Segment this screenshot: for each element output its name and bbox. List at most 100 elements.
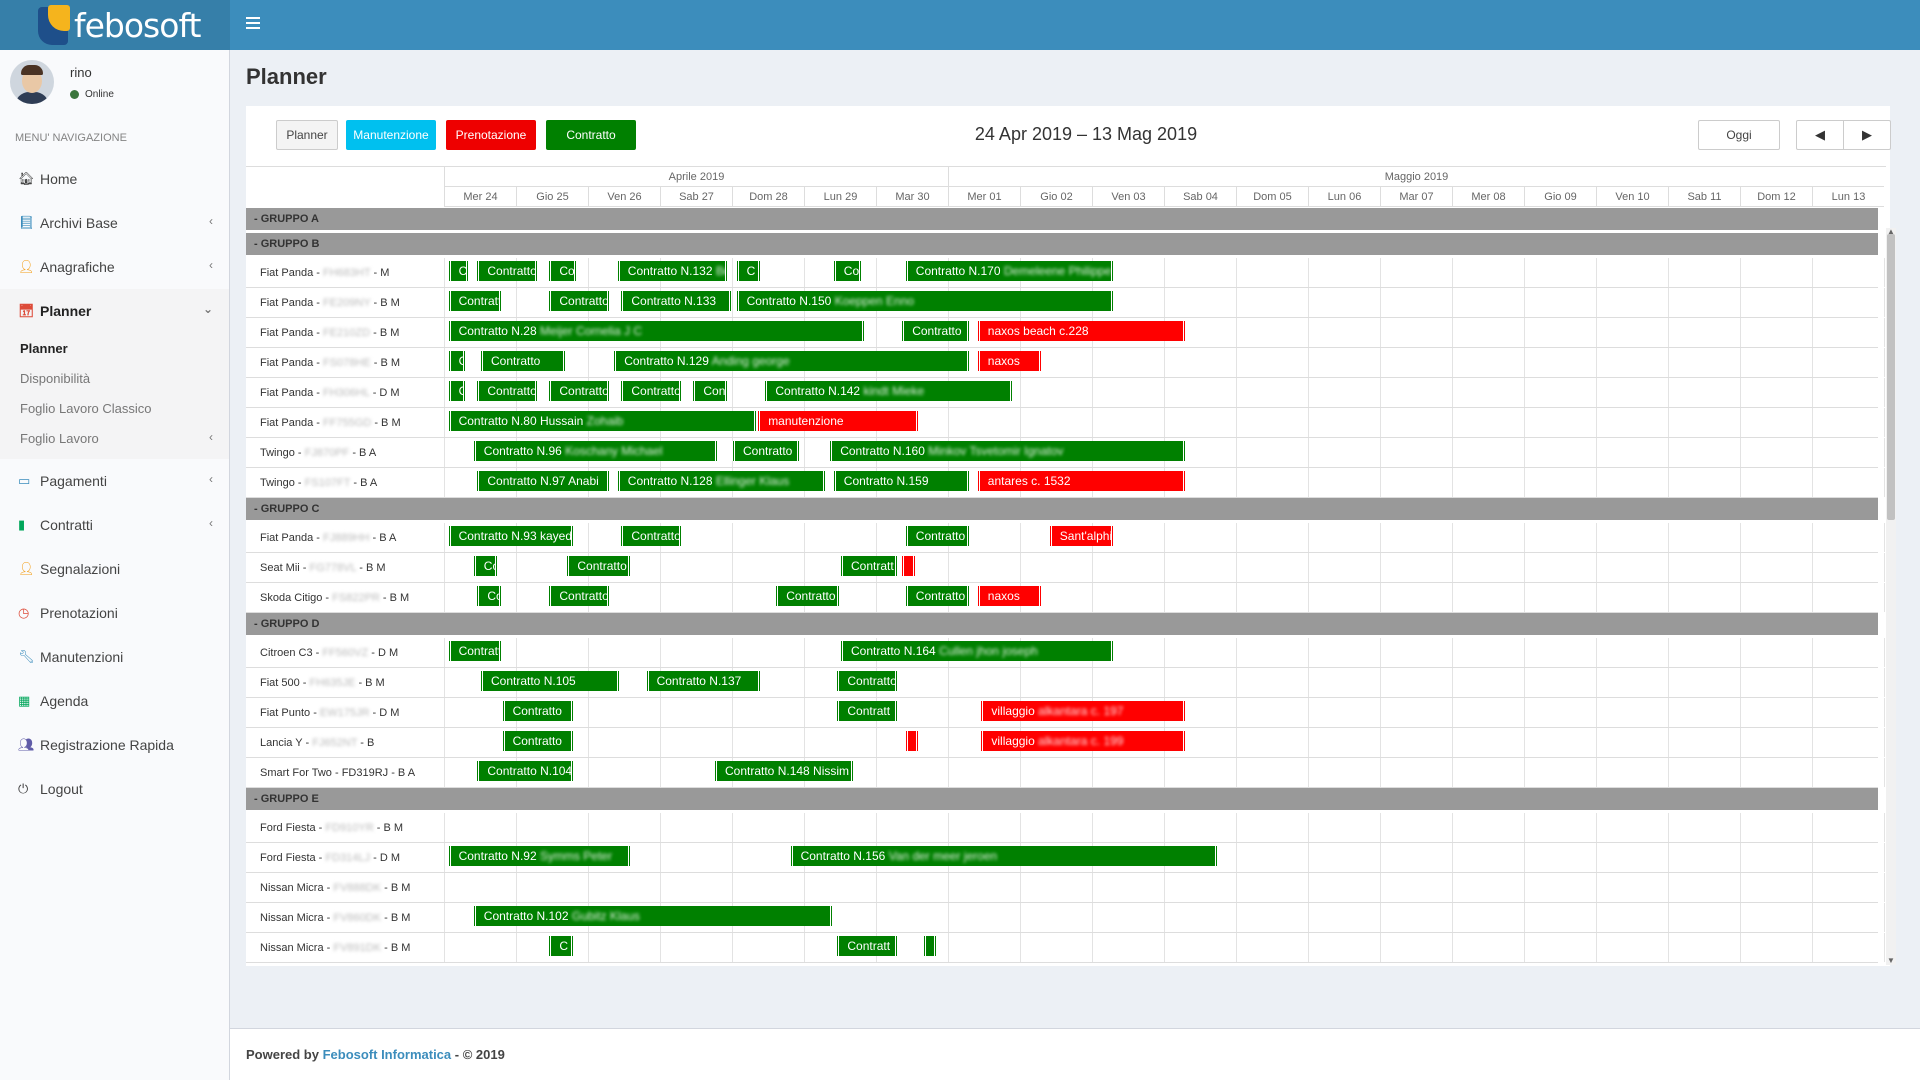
sidebar-item-agenda[interactable]: ▦ Agenda xyxy=(0,679,229,723)
contratto-event[interactable]: Co xyxy=(472,556,498,576)
prenotazione-event[interactable] xyxy=(904,731,920,751)
contratto-event[interactable]: C xyxy=(447,351,466,371)
prenotazione-event[interactable]: naxos xyxy=(976,351,1042,371)
contratto-event[interactable]: Contratto N.132 Berry xyxy=(616,261,729,281)
manutenzione-filter-button[interactable]: Manutenzione xyxy=(346,120,436,150)
group-header-row[interactable]: - GRUPPO C xyxy=(246,498,1878,520)
chevron-left-icon[interactable]: ‹ xyxy=(209,472,213,486)
contratto-event[interactable]: Contratto N.170 Demeleene Philippe xyxy=(904,261,1114,281)
contratto-event[interactable]: Contratto N.128 Ellinger Klaus xyxy=(616,471,826,491)
vertical-scrollbar[interactable]: ▲ ▼ xyxy=(1886,228,1896,965)
contratto-event[interactable]: Contratto N.159 xyxy=(832,471,970,491)
contratto-event[interactable]: Co xyxy=(476,586,502,606)
contratto-event[interactable]: Contratto xyxy=(620,526,682,546)
prenotazione-event[interactable]: naxos beach c.228 xyxy=(976,321,1186,341)
group-header-row[interactable]: - GRUPPO B xyxy=(246,233,1878,255)
contratto-event[interactable]: Contratto N.150 Koeppen Enno xyxy=(735,291,1114,311)
group-header-row[interactable]: - GRUPPO E xyxy=(246,788,1878,810)
sidebar-item-prenotazioni[interactable]: ◷ Prenotazioni xyxy=(0,591,229,635)
sidebar-item-pagamenti[interactable]: ▭ Pagamenti ‹ xyxy=(0,459,229,503)
contratto-event[interactable]: Contratto xyxy=(480,351,567,371)
chevron-left-icon[interactable]: ‹ xyxy=(209,516,213,530)
contratto-event[interactable]: Contratt xyxy=(840,556,898,576)
planner-view-button[interactable]: Planner xyxy=(276,120,338,150)
contratto-event[interactable]: Contratto xyxy=(620,381,682,401)
sidebar-item-archivi-base[interactable]: 📘︎ Archivi Base ‹ xyxy=(0,201,229,245)
contratto-event[interactable]: Contratto xyxy=(548,291,610,311)
prenotazione-event[interactable]: manutenzione xyxy=(757,411,920,431)
sidebar-item-home[interactable]: 🏠︎ Home xyxy=(0,157,229,201)
contratto-event[interactable]: C xyxy=(548,936,574,956)
submenu-item[interactable]: Foglio Lavoro ‹ xyxy=(0,423,229,453)
next-period-button[interactable]: ▶ xyxy=(1843,120,1891,150)
sidebar-item-registrazione-rapida[interactable]: 👥︎ Registrazione Rapida xyxy=(0,723,229,767)
chevron-left-icon[interactable]: ‹ xyxy=(209,214,213,228)
contratto-event[interactable]: Contratto xyxy=(548,381,610,401)
prenotazione-event[interactable] xyxy=(901,556,916,576)
contratto-event[interactable]: Contratto N.80 Hussain Zohaib xyxy=(447,411,758,431)
contratto-event[interactable]: Contratt xyxy=(836,701,898,721)
contratto-event[interactable]: Contratto xyxy=(732,441,801,461)
contratto-event[interactable]: Contratto xyxy=(501,731,574,751)
contratto-event[interactable]: Contratto N.28 Meijer Cornelia J C xyxy=(447,321,866,341)
chevron-left-icon[interactable]: ‹ xyxy=(209,430,213,444)
contratto-event[interactable]: C xyxy=(735,261,761,281)
contratto-event[interactable]: C xyxy=(447,381,466,401)
contratto-event[interactable]: Contratto N.133 xyxy=(620,291,732,311)
today-button[interactable]: Oggi xyxy=(1698,120,1780,150)
sidebar-item-segnalazioni[interactable]: 👤︎ Segnalazioni xyxy=(0,547,229,591)
contratto-event[interactable]: Contratto N.102 Gubitz Klaus xyxy=(472,906,833,926)
contratto-event[interactable]: Contratt xyxy=(836,936,898,956)
contratto-event[interactable]: Contratto N.148 Nissim xyxy=(714,761,855,781)
contratto-event[interactable]: Contratt xyxy=(447,641,502,661)
contratto-event[interactable]: Co xyxy=(548,261,578,281)
prenotazione-event[interactable]: Sant'alphi xyxy=(1048,526,1114,546)
hamburger-menu-icon[interactable] xyxy=(246,17,260,29)
contratto-event[interactable]: Contratto N.92 Symms Peter xyxy=(447,846,632,866)
sidebar-item-manutenzioni[interactable]: 🔧︎ Manutenzioni xyxy=(0,635,229,679)
prenotazione-event[interactable]: naxos xyxy=(976,586,1042,606)
contratto-filter-button[interactable]: Contratto xyxy=(546,120,636,150)
company-link[interactable]: Febosoft Informatica xyxy=(322,1047,452,1062)
contratto-event[interactable]: Contratto N.142 kindt Mieke xyxy=(764,381,1013,401)
contratto-event[interactable]: Co xyxy=(832,261,862,281)
contratto-event[interactable]: Contratto xyxy=(548,586,610,606)
contratto-event[interactable] xyxy=(922,936,938,956)
scroll-up-icon[interactable]: ▲ xyxy=(1887,227,1895,236)
contratto-event[interactable]: Contratto xyxy=(904,526,970,546)
contratto-event[interactable]: Contratto xyxy=(836,671,898,691)
chevron-down-icon[interactable]: ⌄ xyxy=(202,302,213,316)
sidebar-item-logout[interactable]: ⏻ Logout xyxy=(0,767,229,811)
contratto-event[interactable]: Contratto xyxy=(775,586,840,606)
prenotazione-filter-button[interactable]: Prenotazione xyxy=(446,120,536,150)
prenotazione-event[interactable]: villaggio alkantara c. 199 xyxy=(980,731,1186,751)
chevron-left-icon[interactable]: ‹ xyxy=(209,258,213,272)
prenotazione-event[interactable]: villaggio alkantara c. 197 xyxy=(980,701,1186,721)
group-header-row[interactable]: - GRUPPO A xyxy=(246,208,1878,230)
contratto-event[interactable]: Contratto xyxy=(901,321,970,341)
contratto-event[interactable]: Contratto N.96 Koschany Michael xyxy=(472,441,718,461)
contratto-event[interactable]: Contratto N.137 xyxy=(645,671,761,691)
contratto-event[interactable]: Contratto xyxy=(476,381,538,401)
contratto-event[interactable]: Contratto xyxy=(476,261,538,281)
submenu-item[interactable]: Planner xyxy=(0,333,229,363)
scroll-down-icon[interactable]: ▼ xyxy=(1887,956,1895,965)
sidebar-item-planner[interactable]: 📅︎ Planner ⌄ xyxy=(0,289,229,333)
submenu-item[interactable]: Disponibilità xyxy=(0,363,229,393)
contratto-event[interactable]: Contratto N.156 Van der meer jeroen xyxy=(789,846,1218,866)
contratto-event[interactable]: Contratto xyxy=(904,586,970,606)
contratto-event[interactable]: C xyxy=(447,261,470,281)
group-header-row[interactable]: - GRUPPO D xyxy=(246,613,1878,635)
prev-period-button[interactable]: ◀ xyxy=(1796,120,1844,150)
sidebar-item-anagrafiche[interactable]: 👤︎ Anagrafiche ‹ xyxy=(0,245,229,289)
submenu-item[interactable]: Foglio Lavoro Classico xyxy=(0,393,229,423)
prenotazione-event[interactable]: antares c. 1532 xyxy=(976,471,1186,491)
contratto-event[interactable]: Contratto xyxy=(566,556,632,576)
contratto-event[interactable]: Contratto N.129 Anding george xyxy=(613,351,970,371)
contratto-event[interactable]: Contratto N.105 xyxy=(480,671,621,691)
contratto-event[interactable]: Contratto xyxy=(501,701,574,721)
contratto-event[interactable]: Contratto N.97 Anabi xyxy=(476,471,610,491)
contratto-event[interactable]: Cont xyxy=(692,381,729,401)
logo[interactable]: febosoft xyxy=(0,0,230,50)
contratto-event[interactable]: Contratto N.160 Minkov Tsvetomir Ignatov xyxy=(829,441,1186,461)
